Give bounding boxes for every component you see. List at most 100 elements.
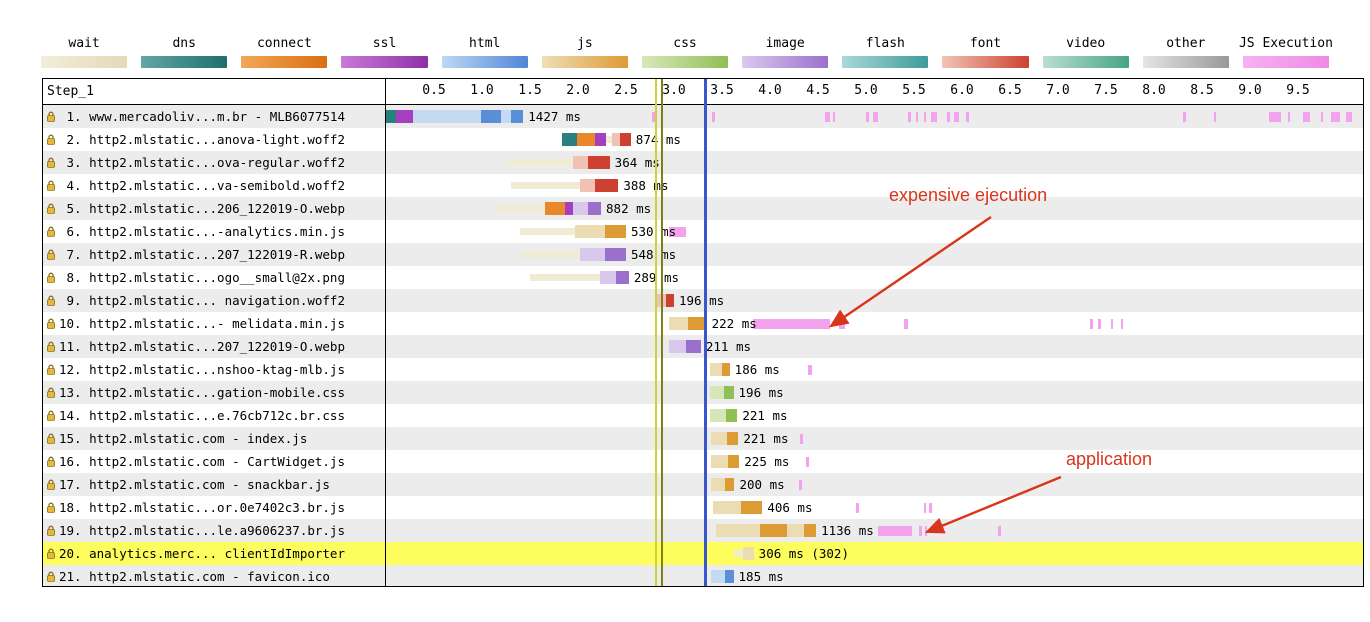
js-execution-tick — [1330, 112, 1341, 122]
request-row[interactable]: 18. http2.mlstatic...or.0e7402c3.br.js 40… — [43, 496, 1363, 519]
request-row[interactable]: 12. http2.mlstatic...nshoo-ktag-mlb.js 18… — [43, 358, 1363, 381]
segment-wait — [496, 205, 546, 212]
segment-font — [579, 179, 596, 192]
request-row[interactable]: 15. http2.mlstatic.com - index.js 221 ms — [43, 427, 1363, 450]
request-time-label: 406 ms — [767, 500, 813, 515]
request-label[interactable]: 2. http2.mlstatic...anova-light.woff2 — [43, 128, 386, 151]
request-row[interactable]: 16. http2.mlstatic.com - CartWidget.js 22… — [43, 450, 1363, 473]
legend-item-ssl: ssl — [334, 36, 434, 68]
lock-icon — [47, 318, 55, 329]
request-label[interactable]: 9. http2.mlstatic... navigation.woff2 — [43, 289, 386, 312]
js-execution-tick — [1213, 112, 1216, 122]
segment-css2 — [723, 386, 734, 399]
segment-image — [669, 340, 687, 353]
js-execution-tick — [1346, 112, 1352, 122]
axis-tick: 3.0 — [662, 83, 686, 98]
segment-js — [710, 363, 722, 376]
request-label[interactable]: 11. http2.mlstatic...207_122019-O.webp — [43, 335, 386, 358]
lock-icon — [47, 571, 55, 582]
request-timeline: 196 ms — [386, 289, 1363, 312]
axis-tick: 9.0 — [1238, 83, 1262, 98]
lock-icon — [47, 387, 55, 398]
segment-ssl — [595, 133, 606, 146]
request-label[interactable]: 20. analytics.merc... clientIdImporter — [43, 542, 386, 565]
legend-item-label: image — [765, 36, 805, 51]
request-label[interactable]: 21. http2.mlstatic.com - favicon.ico — [43, 565, 386, 586]
segment-wait — [733, 550, 744, 557]
request-row[interactable]: 14. http2.mlstatic...e.76cb712c.br.css 22… — [43, 404, 1363, 427]
segment-css — [710, 409, 726, 422]
segment-css2 — [725, 409, 738, 422]
request-label[interactable]: 4. http2.mlstatic...va-semibold.woff2 — [43, 174, 386, 197]
request-row[interactable]: 9. http2.mlstatic... navigation.woff2 196… — [43, 289, 1363, 312]
request-label[interactable]: 18. http2.mlstatic...or.0e7402c3.br.js — [43, 496, 386, 519]
request-label[interactable]: 15. http2.mlstatic.com - index.js — [43, 427, 386, 450]
request-timeline: 211 ms — [386, 335, 1363, 358]
request-time-label: 1427 ms — [528, 109, 581, 124]
request-timeline: 222 ms — [386, 312, 1363, 335]
webpagetest-waterfall: wait dns connect ssl html js css image flash font… — [41, 36, 1364, 587]
js-execution-tick — [806, 457, 810, 467]
request-row[interactable]: 7. http2.mlstatic...207_122019-R.webp 548… — [43, 243, 1363, 266]
request-row[interactable]: 17. http2.mlstatic.com - snackbar.js 200 … — [43, 473, 1363, 496]
segment-dns — [386, 110, 396, 123]
js-execution-tick — [965, 112, 969, 122]
request-row[interactable]: 1. www.mercadoliv...m.br - MLB6077514 142… — [43, 105, 1363, 128]
request-label[interactable]: 7. http2.mlstatic...207_122019-R.webp — [43, 243, 386, 266]
request-label[interactable]: 8. http2.mlstatic...ogo__small@2x.png — [43, 266, 386, 289]
request-row[interactable]: 13. http2.mlstatic...gation-mobile.css 19… — [43, 381, 1363, 404]
segment-font — [654, 294, 667, 307]
request-row[interactable]: 19. http2.mlstatic...le.a9606237.br.js 11… — [43, 519, 1363, 542]
axis-tick: 4.5 — [806, 83, 830, 98]
request-row[interactable]: 8. http2.mlstatic...ogo__small@2x.png 289… — [43, 266, 1363, 289]
js-execution-tick — [1182, 112, 1186, 122]
request-row[interactable]: 5. http2.mlstatic...206_122019-O.webp 882… — [43, 197, 1363, 220]
segment-js — [711, 432, 727, 445]
request-label[interactable]: 1. www.mercadoliv...m.br - MLB6077514 — [43, 105, 386, 128]
request-row[interactable]: 6. http2.mlstatic...-analytics.min.js 530… — [43, 220, 1363, 243]
js-execution-tick — [904, 319, 909, 329]
request-url: 2. http2.mlstatic...anova-light.woff2 — [59, 132, 345, 147]
js-execution-tick — [651, 112, 655, 122]
segment-html2 — [510, 110, 524, 123]
request-label[interactable]: 12. http2.mlstatic...nshoo-ktag-mlb.js — [43, 358, 386, 381]
segment-js2 — [760, 524, 788, 537]
axis-tick: 7.0 — [1046, 83, 1070, 98]
legend-item-label: wait — [68, 36, 100, 51]
lock-icon — [47, 548, 55, 559]
request-url: 21. http2.mlstatic.com - favicon.ico — [59, 569, 330, 584]
request-label[interactable]: 5. http2.mlstatic...206_122019-O.webp — [43, 197, 386, 220]
request-time-label: 1136 ms — [821, 523, 874, 538]
request-label[interactable]: 14. http2.mlstatic...e.76cb712c.br.css — [43, 404, 386, 427]
request-label[interactable]: 3. http2.mlstatic...ova-regular.woff2 — [43, 151, 386, 174]
request-time-label: 306 ms (302) — [758, 546, 849, 561]
request-label[interactable]: 16. http2.mlstatic.com - CartWidget.js — [43, 450, 386, 473]
legend-color-swatch — [1242, 56, 1330, 68]
request-row[interactable]: 2. http2.mlstatic...anova-light.woff2 874… — [43, 128, 1363, 151]
request-row[interactable]: 10. http2.mlstatic...- melidata.min.js 22… — [43, 312, 1363, 335]
legend-item-other: other — [1136, 36, 1236, 68]
request-time-label: 185 ms — [738, 569, 784, 584]
segment-html2 — [481, 110, 502, 123]
segment-html — [711, 570, 725, 583]
js-execution-tick — [1288, 112, 1291, 122]
axis-tick: 5.5 — [902, 83, 926, 98]
lock-icon — [47, 456, 55, 467]
request-label[interactable]: 17. http2.mlstatic.com - snackbar.js — [43, 473, 386, 496]
request-row[interactable]: 21. http2.mlstatic.com - favicon.ico 185 … — [43, 565, 1363, 586]
request-timeline: 186 ms — [386, 358, 1363, 381]
request-row[interactable]: 3. http2.mlstatic...ova-regular.woff2 364… — [43, 151, 1363, 174]
request-row[interactable]: 11. http2.mlstatic...207_122019-O.webp 21… — [43, 335, 1363, 358]
request-label[interactable]: 6. http2.mlstatic...-analytics.min.js — [43, 220, 386, 243]
request-timeline: 185 ms — [386, 565, 1363, 586]
request-row[interactable]: 4. http2.mlstatic...va-semibold.woff2 388… — [43, 174, 1363, 197]
legend-color-swatch — [1042, 56, 1129, 68]
request-label[interactable]: 19. http2.mlstatic...le.a9606237.br.js — [43, 519, 386, 542]
legend-item-flash: flash — [835, 36, 935, 68]
segment-wait — [520, 228, 576, 235]
request-label[interactable]: 10. http2.mlstatic...- melidata.min.js — [43, 312, 386, 335]
time-axis: 0.5 1.0 1.5 2.0 2.5 3.0 3.5 4.0 4.5 5.0 5.5 6.0 6.5 7… — [386, 79, 1363, 104]
request-label[interactable]: 13. http2.mlstatic...gation-mobile.css — [43, 381, 386, 404]
segment-image2 — [604, 248, 626, 261]
request-row[interactable]: 20. analytics.merc... clientIdImporter 30… — [43, 542, 1363, 565]
